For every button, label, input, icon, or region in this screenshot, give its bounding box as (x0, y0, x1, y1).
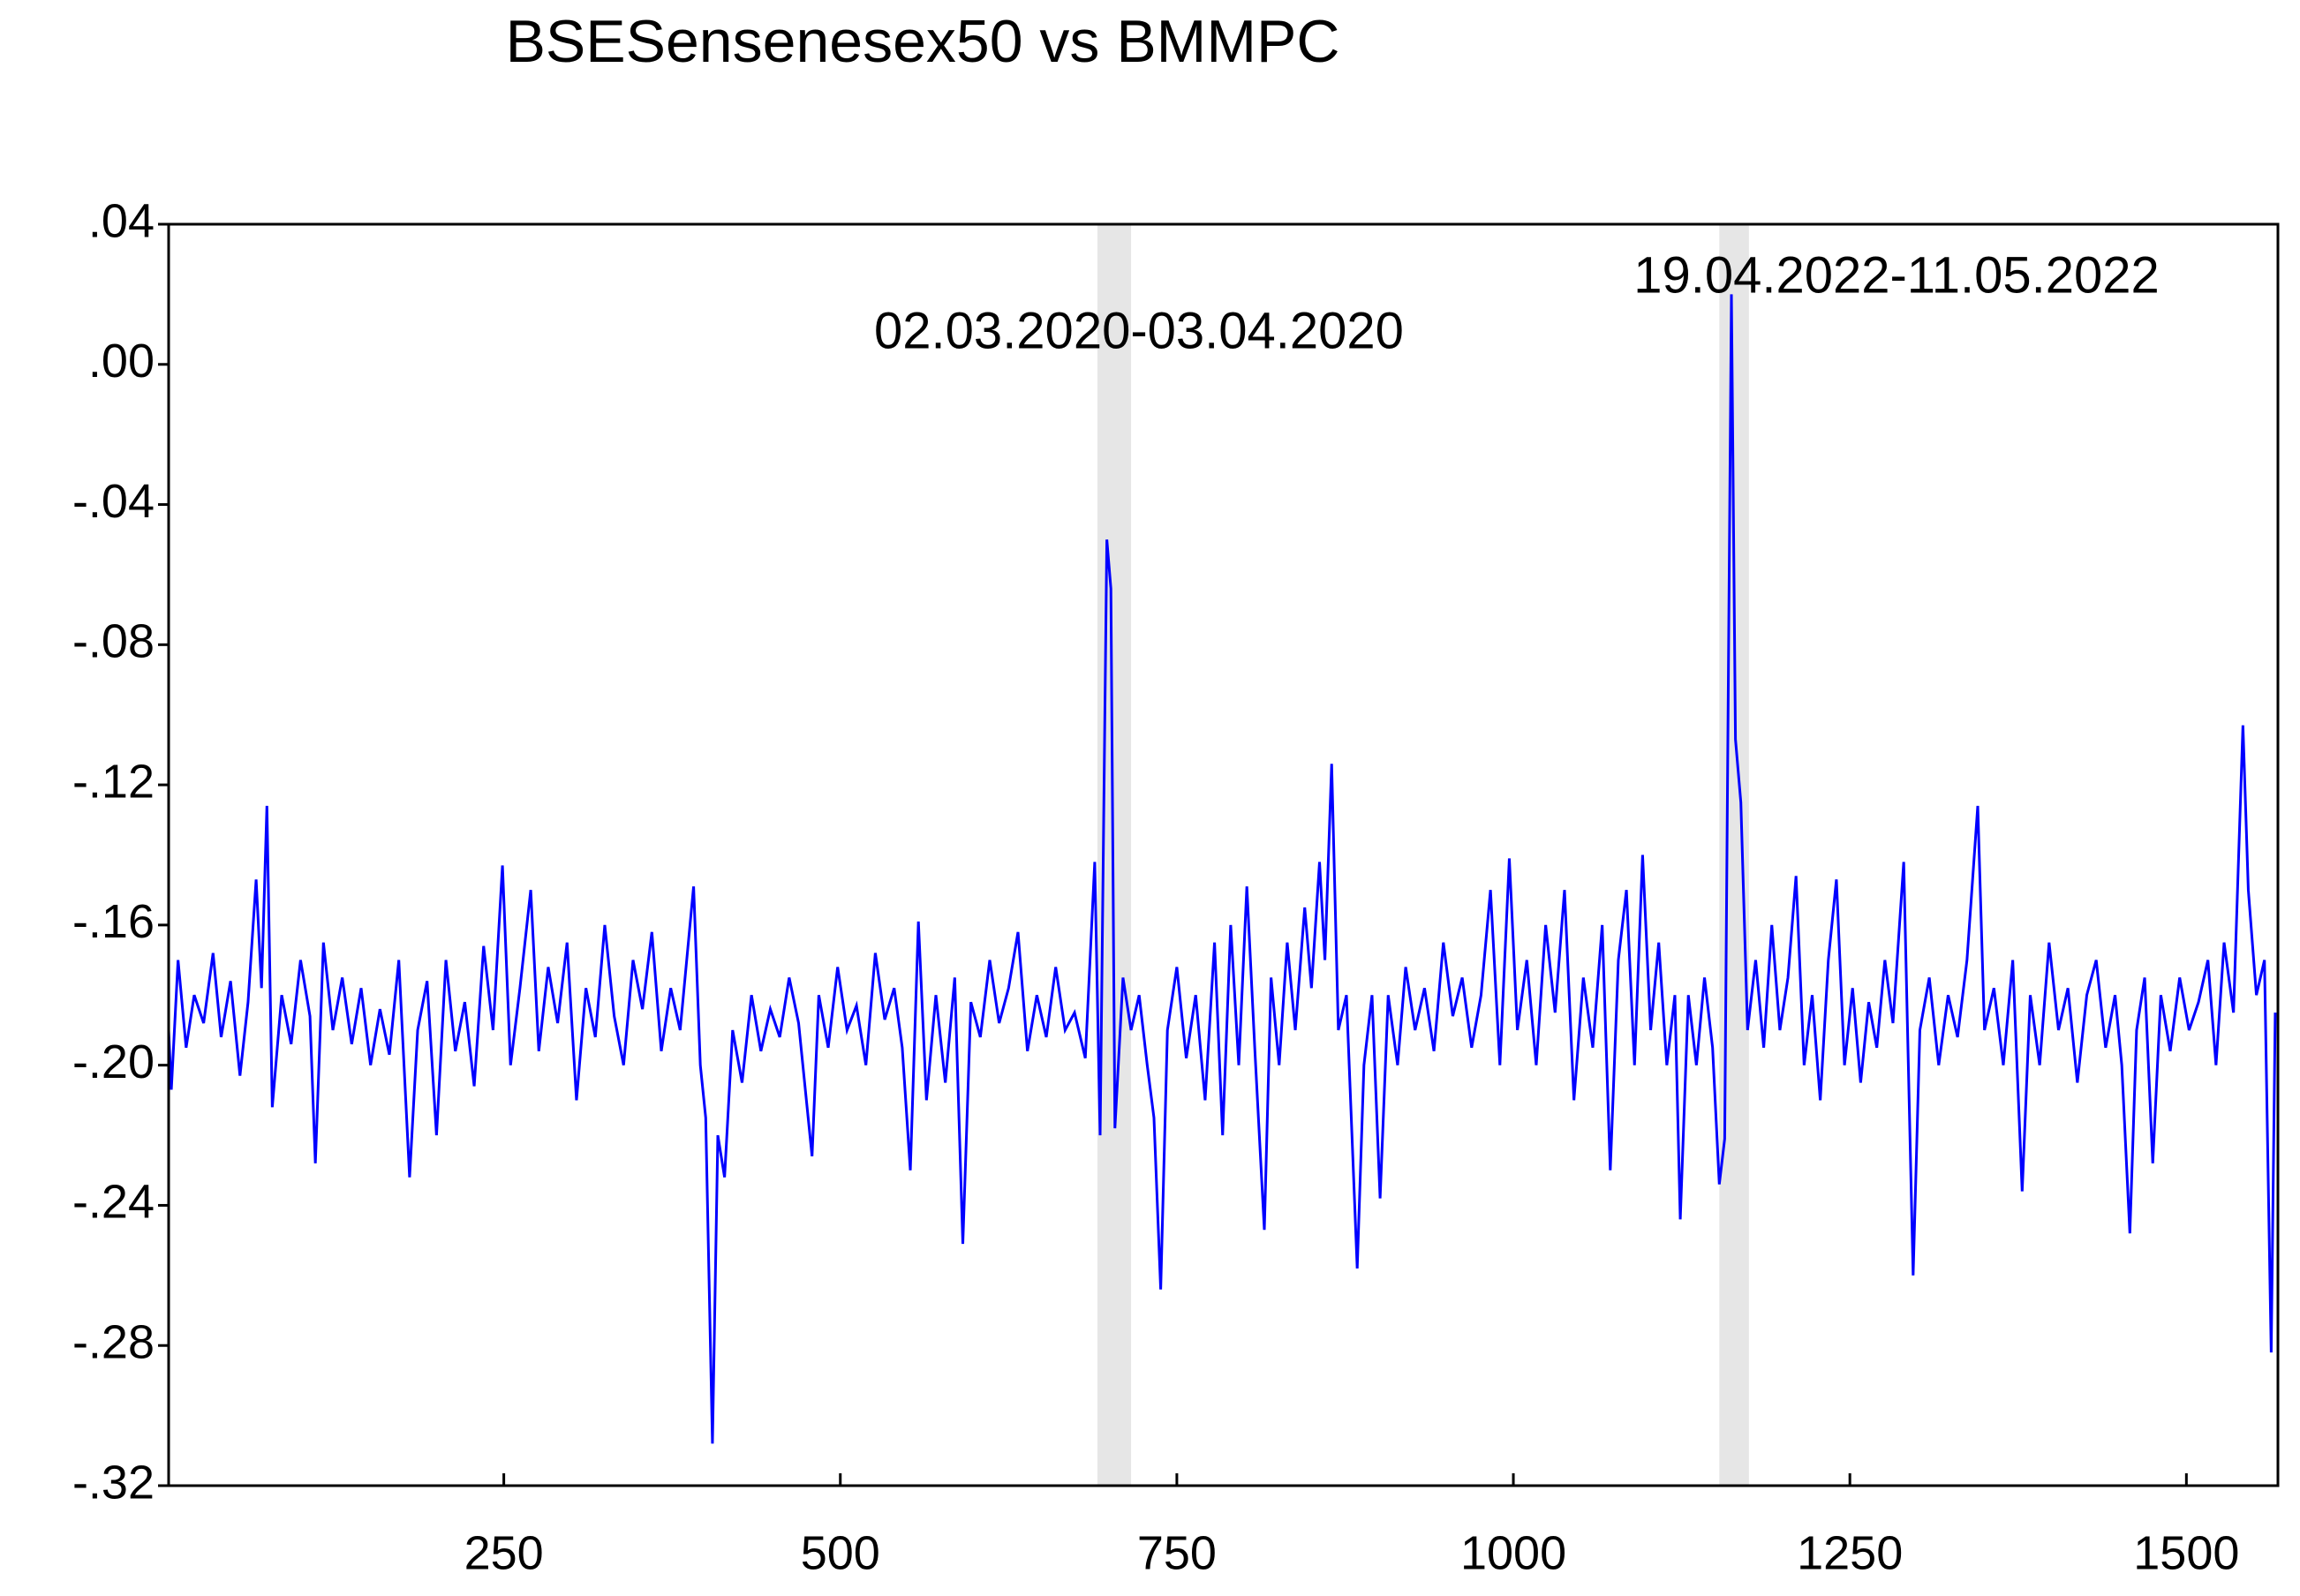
y-tick-label: -.16 (72, 895, 155, 948)
x-tick-label: 1500 (2133, 1526, 2239, 1579)
y-tick-label: -.32 (72, 1456, 155, 1509)
x-tick-label: 500 (801, 1526, 880, 1579)
y-tick-label: -.20 (72, 1035, 155, 1088)
y-tick-label: -.08 (72, 615, 155, 668)
annotation: 02.03.2020-03.04.2020 (874, 302, 1404, 359)
chart-title: BSESensenesex50 vs BMMPC (506, 8, 1340, 75)
y-tick-label: -.04 (72, 475, 155, 528)
y-tick-label: -.28 (72, 1315, 155, 1368)
y-tick-label: -.12 (72, 755, 155, 808)
x-tick-label: 1250 (1797, 1526, 1903, 1579)
series-line (167, 294, 2277, 1444)
plot-frame (167, 222, 2280, 1487)
x-tick-label: 250 (464, 1526, 544, 1579)
x-tick-label: 750 (1137, 1526, 1217, 1579)
x-tick-label: 1000 (1460, 1526, 1566, 1579)
y-tick-label: .00 (88, 335, 155, 388)
annotation: 19.04.2022-11.05.2022 (1633, 246, 2160, 304)
y-tick-label: .04 (88, 194, 155, 247)
shaded-period (1719, 224, 1749, 1486)
y-tick-label: -.24 (72, 1176, 155, 1229)
